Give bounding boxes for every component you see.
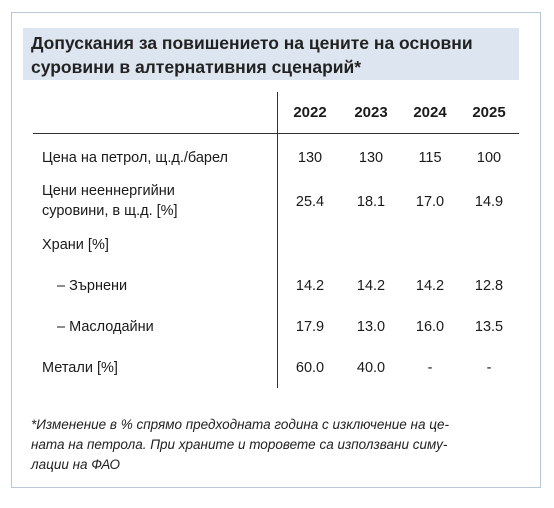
table-cell: 13.5: [474, 319, 504, 335]
year-header-2023: 2023: [354, 104, 388, 121]
table-cell: 130: [297, 150, 323, 166]
table-cell: -: [486, 360, 492, 376]
footnote-line: лации на ФАО: [31, 457, 121, 472]
header-divider: [33, 133, 519, 134]
row-label-oil: Цена на петрол, щ.д./барел: [42, 148, 228, 168]
table-title: Допускания за повишението на цените на о…: [31, 31, 515, 79]
title-line-2: суровини в алтернативния сценарий*: [31, 57, 362, 77]
table-cell: 17.9: [295, 319, 325, 335]
table-cell: 60.0: [295, 360, 325, 376]
year-header-2025: 2025: [472, 104, 506, 121]
row-label-grains: – Зърнени: [57, 276, 127, 296]
footnote: *Изменение в % спрямо предходната година…: [31, 415, 521, 475]
row-label-line: Цени нееннергийни: [42, 183, 175, 199]
table-cell: 115: [418, 150, 442, 166]
table-cell: 18.1: [356, 194, 386, 210]
row-label-metals: Метали [%]: [42, 358, 118, 378]
table-cell: 14.2: [295, 278, 325, 294]
table-cell: 14.9: [474, 194, 504, 210]
table-cell: 14.2: [415, 278, 445, 294]
row-label-line: – Маслодайни: [57, 319, 154, 335]
row-label-line: Метали [%]: [42, 360, 118, 376]
year-header-2024: 2024: [413, 104, 447, 121]
row-label-food: Храни [%]: [42, 235, 109, 255]
title-background: [23, 28, 519, 80]
row-label-line: Храни [%]: [42, 237, 109, 253]
footnote-line: ната на петрола. При храните и торовете …: [31, 437, 448, 452]
table-cell: 130: [358, 150, 384, 166]
row-label-oilseeds: – Маслодайни: [57, 317, 154, 337]
table-cell: 13.0: [356, 319, 386, 335]
column-divider: [277, 92, 278, 388]
table-cell: 16.0: [415, 319, 445, 335]
table-cell: 12.8: [474, 278, 504, 294]
year-header-2022: 2022: [293, 104, 327, 121]
row-label-line: – Зърнени: [57, 278, 128, 294]
table-frame: [11, 12, 541, 488]
table-cell: 14.2: [356, 278, 386, 294]
table-cell: 25.4: [295, 194, 325, 210]
row-label-line: суровини, в щ.д. [%]: [42, 203, 178, 219]
title-line-1: Допускания за повишението на цените на о…: [31, 33, 473, 53]
table-cell: -: [427, 360, 433, 376]
footnote-line: *Изменение в % спрямо предходната година…: [31, 417, 449, 432]
row-label-line: Цена на петрол, щ.д./барел: [42, 150, 229, 166]
row-label-nonenergy: Цени нееннергийни суровини, в щ.д. [%]: [42, 181, 178, 221]
table-cell: 40.0: [356, 360, 386, 376]
table-cell: 17.0: [415, 194, 445, 210]
table-cell: 100: [476, 150, 502, 166]
